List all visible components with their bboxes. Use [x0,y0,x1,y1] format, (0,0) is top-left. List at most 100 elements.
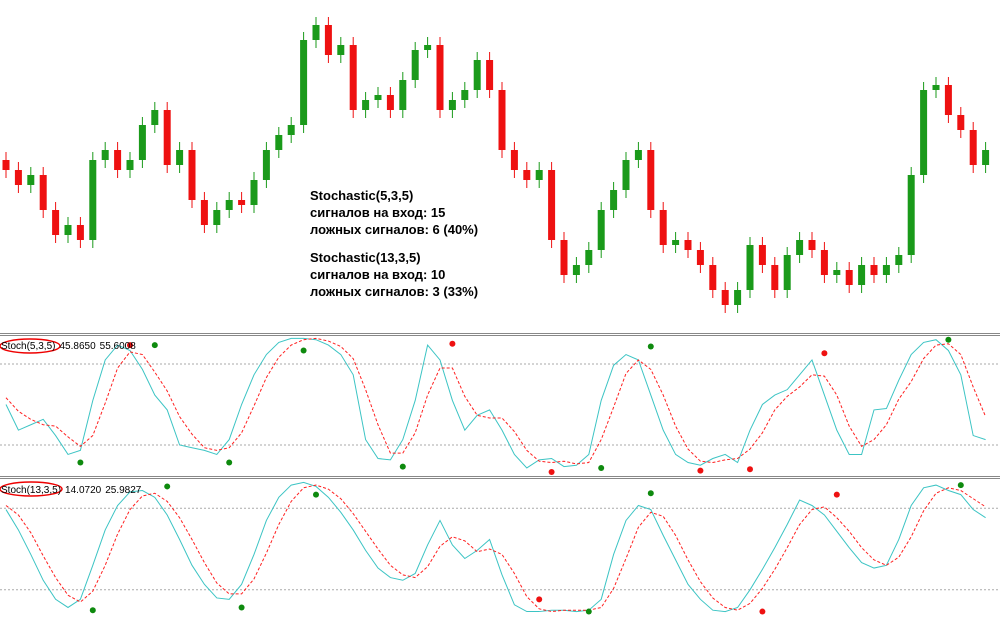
annotation: ложных сигналов: 6 (40%) [310,222,478,237]
candle-body [535,170,543,180]
indicator-readout: Stoch(5,3,5) 45.8650 55.6008 [1,341,136,352]
candle-body [250,180,258,205]
signal-dot [548,469,555,475]
annotation: сигналов на вход: 15 [310,205,445,220]
indicator-name: Stoch(13,3,5) [1,485,61,496]
candle-body [39,175,47,210]
signal-dot [957,482,964,489]
signal-dot [536,596,543,603]
candle-body [2,160,10,170]
candle-body [238,200,246,205]
candle-body [796,240,804,255]
candle-body [126,160,134,170]
candle-body [783,255,791,290]
candle-body [734,290,742,305]
candle-body [76,225,84,240]
candle-body [448,100,456,110]
candle-body [14,170,22,185]
candle-body [213,210,221,225]
candle-body [882,265,890,275]
candle-body [944,85,952,115]
candle-body [399,80,407,110]
candle-body [473,60,481,90]
candle-body [957,115,965,130]
indicator-value: 25.9827 [105,485,142,496]
highlight-ellipse [0,481,63,497]
candle-body [548,170,556,240]
signal-dot [585,608,592,615]
candle-body [200,200,208,225]
candle-body [188,150,196,200]
signal-dot [164,483,171,490]
candle-body [634,150,642,160]
candle-body [349,45,357,110]
candle-body [287,125,295,135]
candle-body [89,160,97,240]
stoch-line [5,484,986,613]
annotation: ложных сигналов: 3 (33%) [310,284,478,299]
signal-dot [759,608,766,615]
indicator-name: Stoch(5,3,5) [1,341,55,352]
candle-body [362,100,370,110]
candle-body [808,240,816,250]
candle-body [523,170,531,180]
candle-body [622,160,630,190]
candle-body [101,150,109,160]
signal-dot [833,491,840,498]
candle-body [275,135,283,150]
candle-body [746,245,754,290]
candle-body [696,250,704,265]
candle-body [820,250,828,275]
signal-dot [697,467,704,474]
stoch-line [5,337,986,469]
candle-body [151,110,159,125]
candle-body [461,90,469,100]
candle-body [560,240,568,275]
candle-body [845,270,853,285]
candle-body [721,290,729,305]
indicator-value: 14.0720 [65,485,102,496]
signal-dot [300,347,307,354]
indicator-readout: Stoch(13,3,5) 14.0720 25.9827 [1,485,142,496]
candle-body [225,200,233,210]
candle-body [659,210,667,245]
signal-dot [127,342,133,349]
candle-body [597,210,605,250]
candle-body [709,265,717,290]
candle-body [647,150,655,210]
candle-body [386,95,394,110]
candle-body [610,190,618,210]
candle-body [300,40,308,125]
signal-dot [77,459,84,466]
signal-dot [747,466,753,473]
candle-body [870,265,878,275]
signal-dot [151,342,158,349]
signal-dot [598,464,605,471]
annotation: Stochastic(13,3,5) [310,250,421,265]
signal-dot [449,340,456,347]
signal-dot [647,343,654,350]
signal-dot [89,607,96,614]
candle-body [64,225,72,235]
candle-body [176,150,184,165]
annotation: сигналов на вход: 10 [310,267,445,282]
candle-body [262,150,270,180]
candle-body [510,150,518,170]
candle-body [858,265,866,285]
candle-body [486,60,494,90]
candle-body [932,85,940,90]
indicator-value: 55.6008 [100,341,137,352]
candle-body [585,250,593,265]
stoch-line [5,481,986,613]
candle-body [771,265,779,290]
candle-body [52,210,60,235]
candle-body [436,45,444,110]
candle-body [498,90,506,150]
signal-dot [399,463,406,470]
signal-dot [238,604,245,611]
stoch-line [5,337,987,465]
candle-body [833,270,841,275]
candle-body [337,45,345,55]
annotation: Stochastic(5,3,5) [310,188,413,203]
